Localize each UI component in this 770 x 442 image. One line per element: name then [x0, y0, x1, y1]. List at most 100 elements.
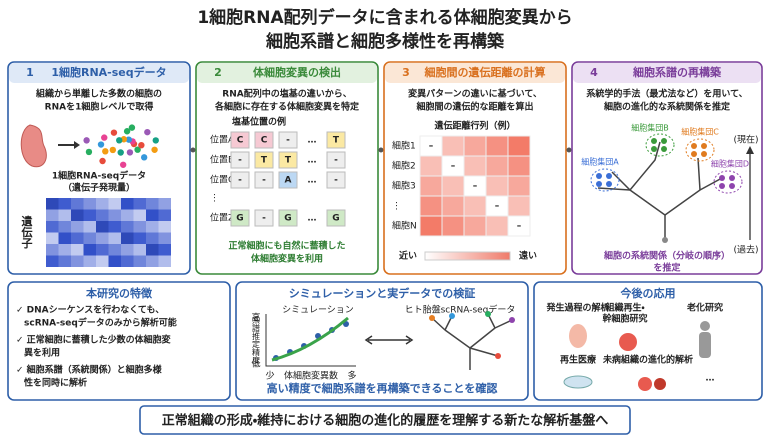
heatmap-cell: [158, 221, 171, 233]
group-outline: [713, 170, 743, 194]
caption: （遺伝子発現量）: [63, 182, 135, 194]
cell-icon: [485, 311, 491, 317]
cell-icon: [606, 181, 612, 187]
matrix-cell: [419, 195, 443, 217]
matrix-cell: [507, 175, 531, 197]
cell-icon: [110, 129, 118, 136]
heatmap-cell: [108, 244, 121, 256]
heatmap-cell: [83, 198, 96, 210]
connector: [190, 147, 196, 153]
cell-icon: [719, 183, 725, 189]
base-cell: [278, 171, 298, 189]
row-label: 位置B: [210, 154, 234, 166]
heatmap-cell: [58, 232, 71, 244]
tree-branch: [597, 187, 631, 191]
heatmap-cell: [46, 209, 59, 221]
heatmap-cell: [133, 221, 146, 233]
embryo-icon: [569, 324, 587, 348]
section-heading: 今後の応用: [621, 286, 676, 300]
caption: 1細胞RNA-seqデータ: [52, 170, 146, 182]
cell-icon: [117, 149, 124, 156]
cell-icon: [719, 175, 725, 181]
base-cell: [326, 131, 346, 149]
heatmap-cell: [121, 255, 134, 267]
group-outline: [645, 133, 675, 157]
matrix-cell: [463, 215, 487, 237]
heatmap-cell: [133, 209, 146, 221]
trend-arrow: [271, 316, 349, 362]
panel-text: 各細胞に存在する体細胞変異を特定: [214, 101, 359, 113]
cell-icon: [109, 146, 117, 154]
feature-item: ✓ 細胞系譜（系統関係）と細胞多様: [16, 364, 163, 376]
matrix-cell: [419, 175, 443, 197]
feature-item: scRNA-seqデータのみから解析可能: [24, 317, 177, 329]
cell-cluster-icon: [619, 333, 637, 351]
application-item: 幹細胞研究: [602, 313, 647, 325]
matrix-cell: [441, 175, 465, 197]
dish-icon: [563, 375, 593, 389]
cell-icon: [125, 136, 133, 143]
feature-item: ✓ DNAシーケンスを行わなくても、: [16, 304, 164, 316]
base: C: [261, 136, 268, 146]
cell-icon: [85, 148, 93, 156]
heatmap-cell: [83, 209, 96, 221]
heatmap-cell: [46, 221, 59, 233]
plot-axes: [265, 314, 356, 367]
sub-label: シミュレーション: [282, 306, 354, 316]
panel: [235, 281, 529, 401]
panel-footer: 細胞の系統関係（分岐の順序）: [604, 250, 730, 262]
cell-icon: [152, 137, 159, 144]
table-title: 塩基位置の例: [232, 116, 286, 128]
matrix-diagonal: –: [517, 222, 522, 232]
banner: [139, 405, 631, 435]
cell-icon: [116, 137, 123, 144]
panel-header: [573, 63, 761, 83]
cell-cluster-icon: [654, 378, 666, 390]
application-item: 老化研究: [686, 302, 723, 314]
row-label: 細胞2: [392, 160, 416, 172]
panel-text: 変異パターンの違いに基づいて、: [408, 88, 542, 100]
heatmap-cell: [58, 221, 71, 233]
cell-icon: [138, 141, 145, 149]
heatmap-cell: [158, 198, 171, 210]
base: -: [334, 176, 338, 186]
panel-heading: 1細胞RNA-seqデータ: [51, 65, 166, 79]
heatmap-cell: [46, 244, 59, 256]
conclusion: 高い精度で細胞系譜を再構築できることを確認: [267, 381, 498, 395]
base: …: [308, 156, 317, 166]
base: C: [237, 136, 244, 146]
base-cell: [278, 209, 298, 227]
panel: [533, 281, 763, 401]
row-label: ⋮: [210, 194, 219, 204]
panel-header: [9, 63, 189, 83]
cell-cluster-icon: [638, 377, 652, 391]
heatmap-cell: [46, 255, 59, 267]
heatmap-cell: [83, 232, 96, 244]
person-body: [699, 332, 711, 358]
matrix-cell: [419, 215, 443, 237]
matrix-cell: [507, 155, 531, 177]
time-label: (現在): [733, 134, 758, 146]
heatmap-cell: [96, 221, 109, 233]
group-label: 細胞集団A: [581, 157, 619, 167]
base: T: [333, 136, 340, 146]
sub-label: ヒト胎盤scRNA-seqデータ: [405, 304, 516, 316]
heatmap-cell: [158, 244, 171, 256]
heatmap-cell: [71, 255, 84, 267]
base: -: [334, 156, 338, 166]
title-line: 細胞系譜と細胞多様性を再構築: [266, 31, 505, 52]
panel-footer: 体細胞変異を利用: [251, 253, 323, 265]
heatmap-cell: [58, 209, 71, 221]
cell-icon: [651, 146, 657, 152]
base: G: [284, 214, 291, 224]
panel-text: 組織から単離した多数の細胞の: [35, 88, 162, 100]
person-head: [700, 321, 710, 331]
heatmap-cell: [121, 232, 134, 244]
base-cell: [230, 131, 250, 149]
cell-icon: [123, 128, 131, 135]
scale-label: 近い: [399, 250, 417, 262]
cell-icon: [606, 173, 612, 179]
cell-icon: [691, 151, 697, 157]
heatmap-cell: [133, 232, 146, 244]
